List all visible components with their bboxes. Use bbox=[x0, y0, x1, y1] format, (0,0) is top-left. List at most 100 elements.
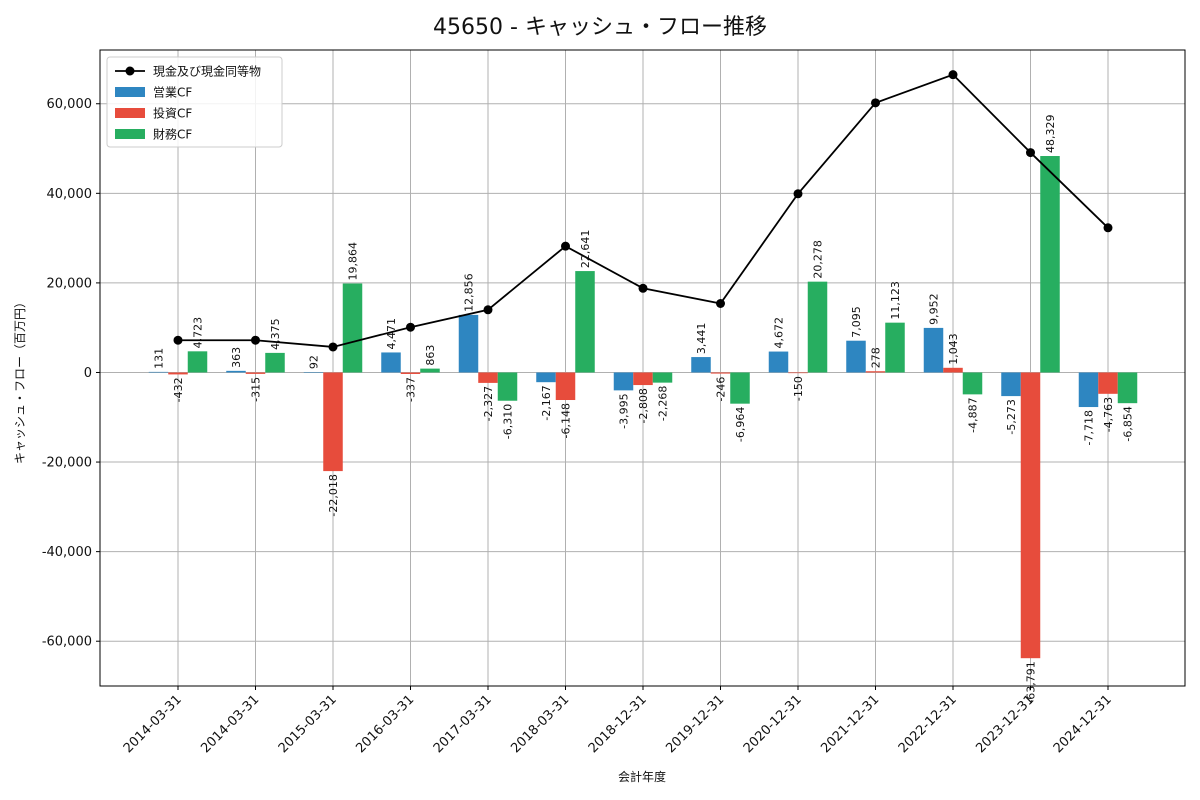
data-labels: 131 363 92 4,471 12,856 -2,167 -3,995 3,441 4,67… bbox=[153, 115, 1135, 704]
cash-line-point bbox=[1026, 148, 1035, 158]
legend-label: 財務CF bbox=[153, 127, 192, 142]
data-label: 4,375 bbox=[269, 318, 282, 350]
bar-営業CF bbox=[148, 371, 169, 373]
x-axis-label: 会計年度 bbox=[618, 769, 666, 784]
data-label: -4,887 bbox=[967, 397, 980, 432]
data-label: -2,808 bbox=[637, 388, 650, 423]
bar-営業CF bbox=[613, 372, 634, 391]
bar-営業CF bbox=[1001, 372, 1021, 397]
data-label: 12,856 bbox=[463, 273, 476, 312]
bar-営業CF bbox=[691, 357, 711, 373]
y-tick-label: -60,000 bbox=[42, 635, 92, 650]
data-label: 278 bbox=[870, 347, 883, 368]
data-label: 4,672 bbox=[773, 317, 786, 349]
cash-line bbox=[173, 70, 1113, 352]
legend-label: 営業CF bbox=[153, 86, 192, 100]
bar-財務CF bbox=[807, 281, 828, 373]
data-label: 863 bbox=[424, 345, 437, 366]
data-label: -63,791 bbox=[1025, 661, 1038, 703]
y-tick-label: 0 bbox=[84, 366, 92, 381]
chart-title: 45650 - キャッシュ・フロー推移 bbox=[433, 15, 767, 40]
bar-営業CF bbox=[1078, 372, 1099, 408]
x-tick-label: 2016-03-31 bbox=[353, 692, 417, 756]
data-label: 19,864 bbox=[347, 242, 360, 281]
cash-line-point bbox=[716, 299, 725, 309]
x-tick-label: 2018-12-31 bbox=[586, 692, 650, 756]
y-tick-label: 20,000 bbox=[47, 276, 93, 291]
bar-財務CF bbox=[962, 372, 983, 395]
cash-line-point bbox=[1103, 223, 1113, 233]
x-tick-label: 2023-12-31 bbox=[973, 692, 1037, 756]
data-label: -5,273 bbox=[1005, 399, 1018, 434]
data-label: -6,854 bbox=[1122, 406, 1135, 441]
x-tick-label: 2019-12-31 bbox=[663, 692, 727, 756]
data-label: 7,095 bbox=[850, 306, 863, 338]
legend-box bbox=[106, 56, 283, 148]
bar-財務CF bbox=[187, 351, 208, 373]
data-label: 4,723 bbox=[192, 317, 205, 349]
data-label: -2,268 bbox=[657, 386, 670, 421]
legend-label: 現金及び現金同等物 bbox=[153, 64, 261, 79]
bar-財務CF bbox=[1117, 372, 1138, 404]
data-label: -432 bbox=[172, 377, 185, 402]
data-label: 92 bbox=[308, 355, 321, 369]
data-label: 3,441 bbox=[695, 323, 708, 355]
bar-営業CF bbox=[536, 372, 556, 383]
data-label: 131 bbox=[153, 348, 166, 369]
bar-財務CF bbox=[420, 368, 440, 373]
data-label: -6,964 bbox=[734, 407, 747, 442]
x-tick-label: 2020-12-31 bbox=[741, 692, 805, 756]
cash-line-point bbox=[793, 189, 803, 199]
x-tick-label: 2014-03-31 bbox=[121, 692, 185, 756]
bar-財務CF bbox=[652, 372, 673, 383]
cash-line-point bbox=[638, 283, 648, 293]
bar-財務CF bbox=[730, 372, 750, 404]
data-label: 4,471 bbox=[385, 318, 398, 350]
legend-swatch bbox=[115, 108, 145, 118]
cash-line-point bbox=[871, 98, 880, 108]
legend-swatch bbox=[115, 129, 145, 139]
y-tick-label: -40,000 bbox=[42, 545, 92, 560]
bars bbox=[148, 156, 1138, 659]
data-label: -337 bbox=[405, 377, 418, 402]
data-label: -2,327 bbox=[482, 386, 495, 421]
bar-投資CF bbox=[168, 372, 188, 375]
x-tick-label: 2014-03-31 bbox=[198, 692, 262, 756]
data-label: -315 bbox=[250, 377, 263, 402]
data-label: -6,310 bbox=[502, 404, 515, 439]
bar-投資CF bbox=[400, 372, 421, 374]
bar-財務CF bbox=[575, 271, 595, 373]
y-tick-label: 40,000 bbox=[47, 187, 93, 202]
x-tick-label: 2017-03-31 bbox=[431, 692, 495, 756]
bar-投資CF bbox=[710, 372, 731, 374]
data-label: -246 bbox=[715, 377, 728, 402]
x-tick-label: 2024-12-31 bbox=[1051, 692, 1115, 756]
data-label: 1,043 bbox=[947, 333, 960, 365]
data-label: -7,718 bbox=[1083, 410, 1096, 445]
bar-財務CF bbox=[497, 372, 518, 401]
bar-営業CF bbox=[226, 370, 246, 373]
cash-line-point bbox=[328, 342, 338, 352]
y-tick-label: -20,000 bbox=[42, 456, 92, 471]
bar-投資CF bbox=[943, 367, 963, 373]
data-label: 11,123 bbox=[889, 281, 902, 320]
data-label: -2,167 bbox=[540, 385, 553, 420]
x-tick-label: 2021-12-31 bbox=[818, 692, 882, 756]
bar-営業CF bbox=[923, 327, 944, 373]
data-label: 9,952 bbox=[928, 293, 941, 325]
bar-投資CF bbox=[1098, 372, 1118, 394]
bar-財務CF bbox=[885, 322, 905, 373]
bar-投資CF bbox=[478, 372, 498, 383]
x-tick-label: 2015-03-31 bbox=[276, 692, 340, 756]
bar-営業CF bbox=[768, 351, 789, 373]
data-label: -4,763 bbox=[1102, 397, 1115, 432]
data-label: 48,329 bbox=[1044, 115, 1057, 154]
bar-財務CF bbox=[265, 352, 285, 373]
data-label: -6,148 bbox=[560, 403, 573, 438]
cash-line-point bbox=[483, 305, 493, 315]
data-label: 20,278 bbox=[812, 240, 825, 279]
data-label: 22,641 bbox=[579, 230, 592, 269]
